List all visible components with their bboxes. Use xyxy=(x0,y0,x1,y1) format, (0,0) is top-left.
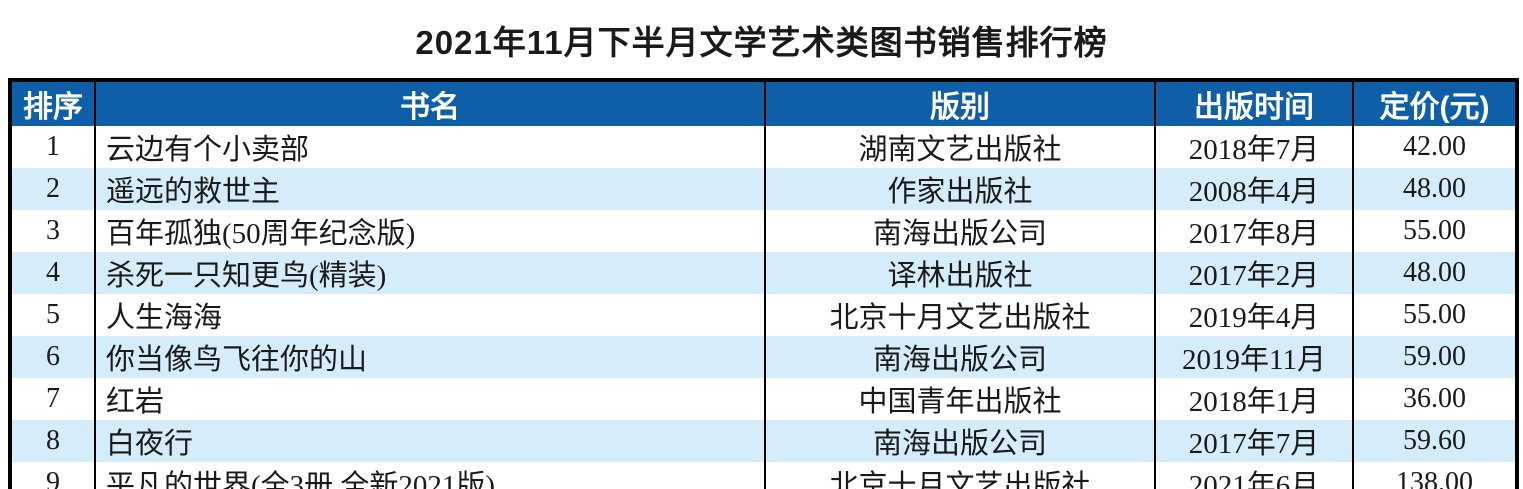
cell-publisher: 南海出版公司 xyxy=(764,420,1155,462)
cell-book-title: 红岩 xyxy=(94,378,765,420)
cell-book-title: 人生海海 xyxy=(94,294,765,336)
column-header-date: 出版时间 xyxy=(1154,80,1353,126)
cell-book-title: 杀死一只知更鸟(精装) xyxy=(94,252,765,294)
column-header-price: 定价(元) xyxy=(1352,80,1517,126)
cell-price: 59.60 xyxy=(1352,420,1517,462)
table-row: 3 百年孤独(50周年纪念版) 南海出版公司 2017年8月 55.00 xyxy=(10,210,1517,252)
cell-publisher: 湖南文艺出版社 xyxy=(764,126,1155,168)
table-row: 2 遥远的救世主 作家出版社 2008年4月 48.00 xyxy=(10,168,1517,210)
cell-publish-date: 2018年7月 xyxy=(1154,126,1353,168)
cell-rank: 5 xyxy=(46,299,60,330)
cell-publisher: 北京十月文艺出版社 xyxy=(764,294,1155,336)
cell-publish-date: 2019年4月 xyxy=(1154,294,1353,336)
cell-book-title: 平凡的世界(全3册 全新2021版) xyxy=(94,462,765,489)
cell-price: 36.00 xyxy=(1352,378,1517,420)
cell-publish-date: 2019年11月 xyxy=(1154,336,1353,378)
cell-book-title: 遥远的救世主 xyxy=(94,168,765,210)
cell-publisher: 作家出版社 xyxy=(764,168,1155,210)
book-ranking-table: 排序 书名 版别 出版时间 定价(元) 1 云边有个小卖部 湖南文艺出版社 20… xyxy=(8,78,1519,489)
cell-publish-date: 2021年6月 xyxy=(1154,462,1353,489)
cell-rank: 6 xyxy=(46,341,60,372)
column-header-rank: 排序 xyxy=(10,80,95,126)
cell-rank: 7 xyxy=(46,383,60,414)
cell-book-title: 白夜行 xyxy=(94,420,765,462)
table-row: 6 你当像鸟飞往你的山 南海出版公司 2019年11月 59.00 xyxy=(10,336,1517,378)
table-row: 8 白夜行 南海出版公司 2017年7月 59.60 xyxy=(10,420,1517,462)
column-header-publisher: 版别 xyxy=(764,80,1155,126)
cell-publisher: 中国青年出版社 xyxy=(764,378,1155,420)
cell-publish-date: 2017年8月 xyxy=(1154,210,1353,252)
cell-rank: 9 xyxy=(46,467,60,489)
column-header-title: 书名 xyxy=(94,80,765,126)
cell-price: 138.00 xyxy=(1352,462,1517,489)
cell-publisher: 北京十月文艺出版社 xyxy=(764,462,1155,489)
table-row: 5 人生海海 北京十月文艺出版社 2019年4月 55.00 xyxy=(10,294,1517,336)
cell-rank: 1 xyxy=(46,131,60,162)
cell-publish-date: 2017年2月 xyxy=(1154,252,1353,294)
cell-publish-date: 2017年7月 xyxy=(1154,420,1353,462)
cell-price: 48.00 xyxy=(1352,252,1517,294)
cell-book-title: 百年孤独(50周年纪念版) xyxy=(94,210,765,252)
cell-price: 55.00 xyxy=(1352,294,1517,336)
table-body: 1 云边有个小卖部 湖南文艺出版社 2018年7月 42.00 2 遥远的救世主… xyxy=(10,126,1517,489)
cell-rank: 8 xyxy=(46,425,60,456)
cell-price: 48.00 xyxy=(1352,168,1517,210)
cell-price: 59.00 xyxy=(1352,336,1517,378)
cell-publisher: 南海出版公司 xyxy=(764,336,1155,378)
cell-rank: 3 xyxy=(46,215,60,246)
page-title: 2021年11月下半月文学艺术类图书销售排行榜 xyxy=(415,24,1108,61)
cell-price: 55.00 xyxy=(1352,210,1517,252)
cell-book-title: 你当像鸟飞往你的山 xyxy=(94,336,765,378)
cell-publisher: 译林出版社 xyxy=(764,252,1155,294)
cell-price: 42.00 xyxy=(1352,126,1517,168)
cell-rank: 4 xyxy=(46,257,60,288)
table-row: 1 云边有个小卖部 湖南文艺出版社 2018年7月 42.00 xyxy=(10,126,1517,168)
table-header: 排序 书名 版别 出版时间 定价(元) xyxy=(10,80,1517,126)
table-row: 7 红岩 中国青年出版社 2018年1月 36.00 xyxy=(10,378,1517,420)
cell-publisher: 南海出版公司 xyxy=(764,210,1155,252)
cell-publish-date: 2018年1月 xyxy=(1154,378,1353,420)
cell-publish-date: 2008年4月 xyxy=(1154,168,1353,210)
cell-book-title: 云边有个小卖部 xyxy=(94,126,765,168)
table-row: 4 杀死一只知更鸟(精装) 译林出版社 2017年2月 48.00 xyxy=(10,252,1517,294)
cell-rank: 2 xyxy=(46,173,60,204)
table-header-row: 排序 书名 版别 出版时间 定价(元) xyxy=(10,80,1517,126)
table-row: 9 平凡的世界(全3册 全新2021版) 北京十月文艺出版社 2021年6月 1… xyxy=(10,462,1517,489)
